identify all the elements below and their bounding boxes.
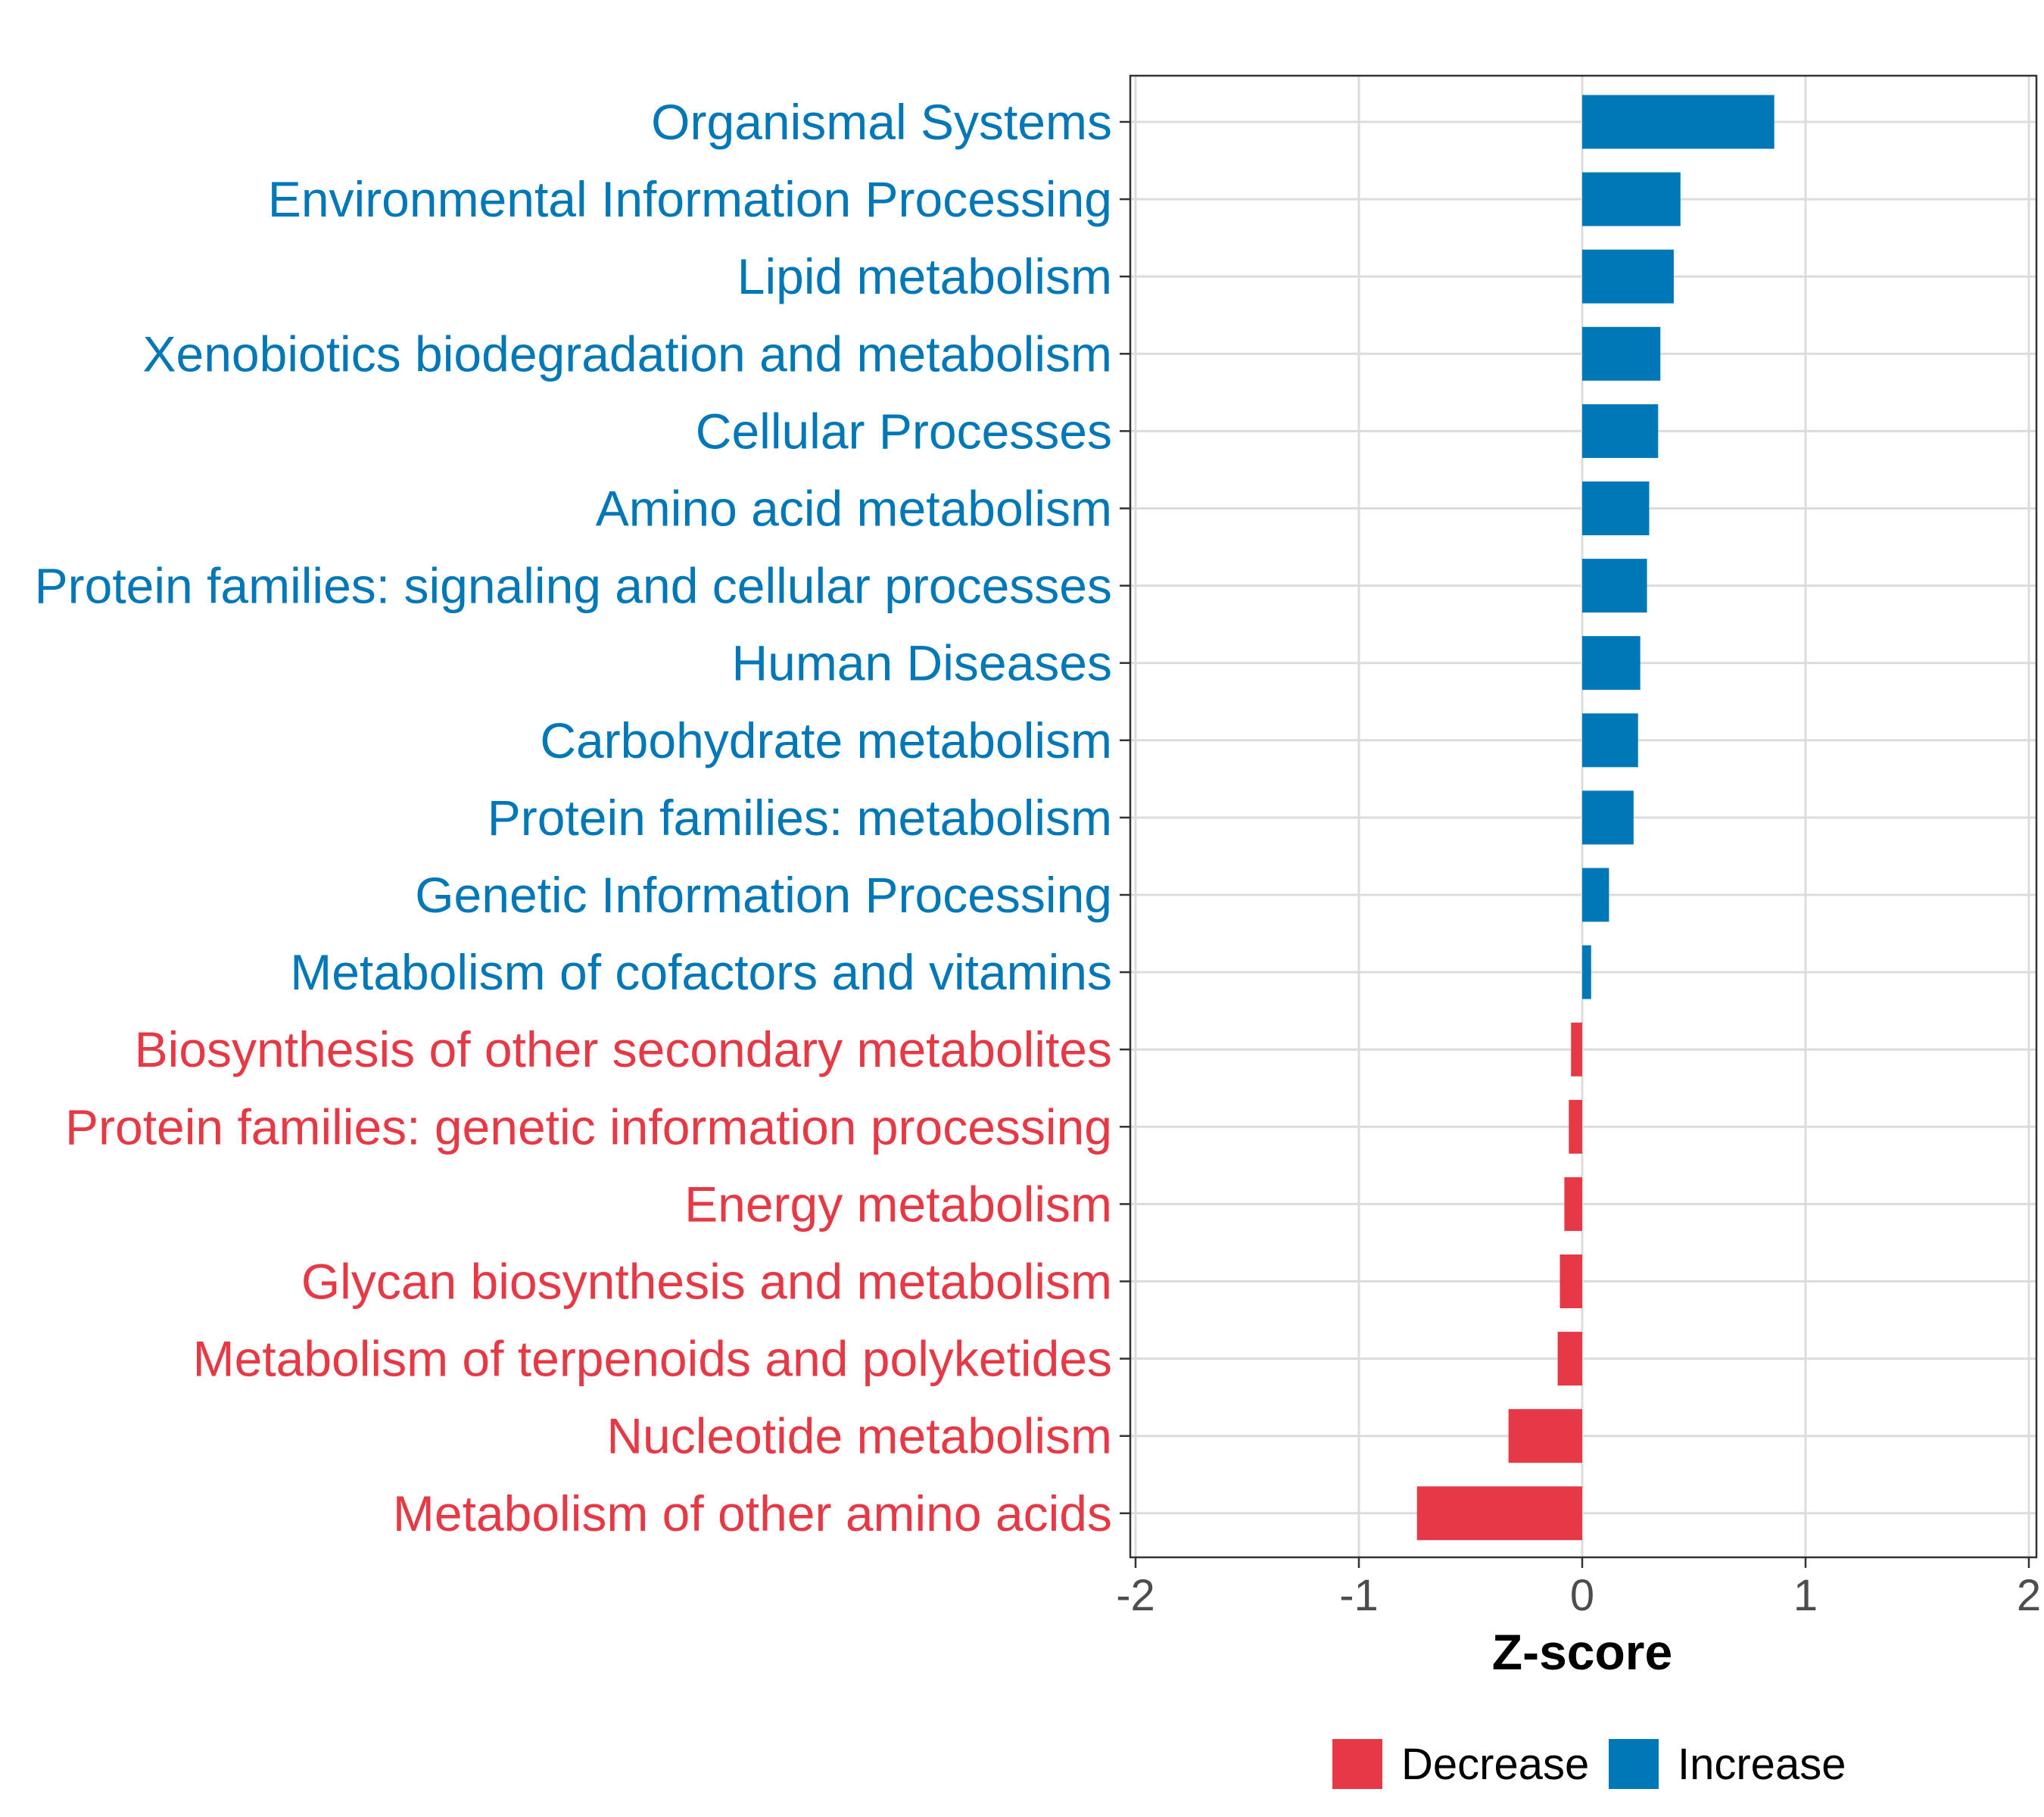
x-tick-label: 0	[1570, 1571, 1594, 1620]
bar	[1582, 404, 1659, 458]
x-axis: -2 -1 0 1 2	[1116, 1557, 2041, 1620]
y-tick-label: Metabolism of cofactors and vitamins	[290, 944, 1112, 1000]
y-tick-label: Metabolism of other amino acids	[393, 1485, 1112, 1541]
y-tick-label: Energy metabolism	[684, 1176, 1112, 1232]
bar	[1508, 1409, 1582, 1463]
y-tick-label: Xenobiotics biodegradation and metabolis…	[143, 326, 1113, 382]
x-tick-label: 2	[2017, 1571, 2041, 1620]
y-tick-label: Nucleotide metabolism	[606, 1408, 1112, 1464]
y-tick-label: Biosynthesis of other secondary metaboli…	[135, 1021, 1112, 1077]
y-axis: Organismal Systems Environmental Informat…	[35, 94, 1130, 1541]
x-tick-label: 1	[1793, 1571, 1818, 1620]
bar	[1571, 1022, 1582, 1077]
bar	[1582, 172, 1681, 226]
bar	[1416, 1486, 1582, 1541]
legend-swatch	[1609, 1739, 1659, 1789]
bar	[1582, 249, 1674, 304]
bar	[1582, 636, 1640, 690]
y-tick-label: Human Diseases	[731, 635, 1112, 691]
y-tick-label: Organismal Systems	[651, 94, 1112, 150]
bar	[1564, 1177, 1582, 1231]
bar	[1582, 945, 1591, 999]
y-tick-label: Metabolism of terpenoids and polyketides	[193, 1331, 1112, 1387]
x-tick-label: -2	[1116, 1571, 1155, 1620]
x-axis-title: Z-score	[1492, 1624, 1672, 1680]
legend-label: Decrease	[1401, 1740, 1589, 1789]
x-tick-label: -1	[1339, 1571, 1379, 1620]
y-tick-label: Carbohydrate metabolism	[540, 712, 1112, 768]
bar	[1582, 790, 1634, 845]
bar	[1582, 713, 1638, 768]
bar	[1582, 95, 1774, 149]
panel-border	[1129, 74, 2038, 1559]
legend: Decrease Increase	[1332, 1739, 1846, 1789]
legend-swatch	[1332, 1739, 1382, 1789]
bar	[1559, 1254, 1582, 1308]
y-tick-label: Cellular Processes	[696, 403, 1112, 459]
y-tick-label: Protein families: signaling and cellular…	[35, 558, 1112, 614]
bar	[1582, 326, 1661, 381]
legend-label: Increase	[1678, 1740, 1846, 1789]
y-tick-label: Amino acid metabolism	[596, 481, 1112, 537]
y-tick-label: Environmental Information Processing	[268, 171, 1112, 227]
bar	[1569, 1099, 1582, 1154]
bar	[1582, 482, 1650, 535]
y-tick-label: Glycan biosynthesis and metabolism	[301, 1254, 1112, 1310]
bar	[1582, 868, 1609, 922]
y-tick-label: Lipid metabolism	[737, 248, 1112, 304]
bar	[1557, 1332, 1582, 1386]
y-tick-label: Genetic Information Processing	[415, 867, 1112, 923]
bar	[1582, 559, 1647, 613]
y-tick-label: Protein families: genetic information pr…	[65, 1099, 1112, 1155]
bars	[1416, 95, 1774, 1541]
y-tick-label: Protein families: metabolism	[488, 790, 1112, 846]
